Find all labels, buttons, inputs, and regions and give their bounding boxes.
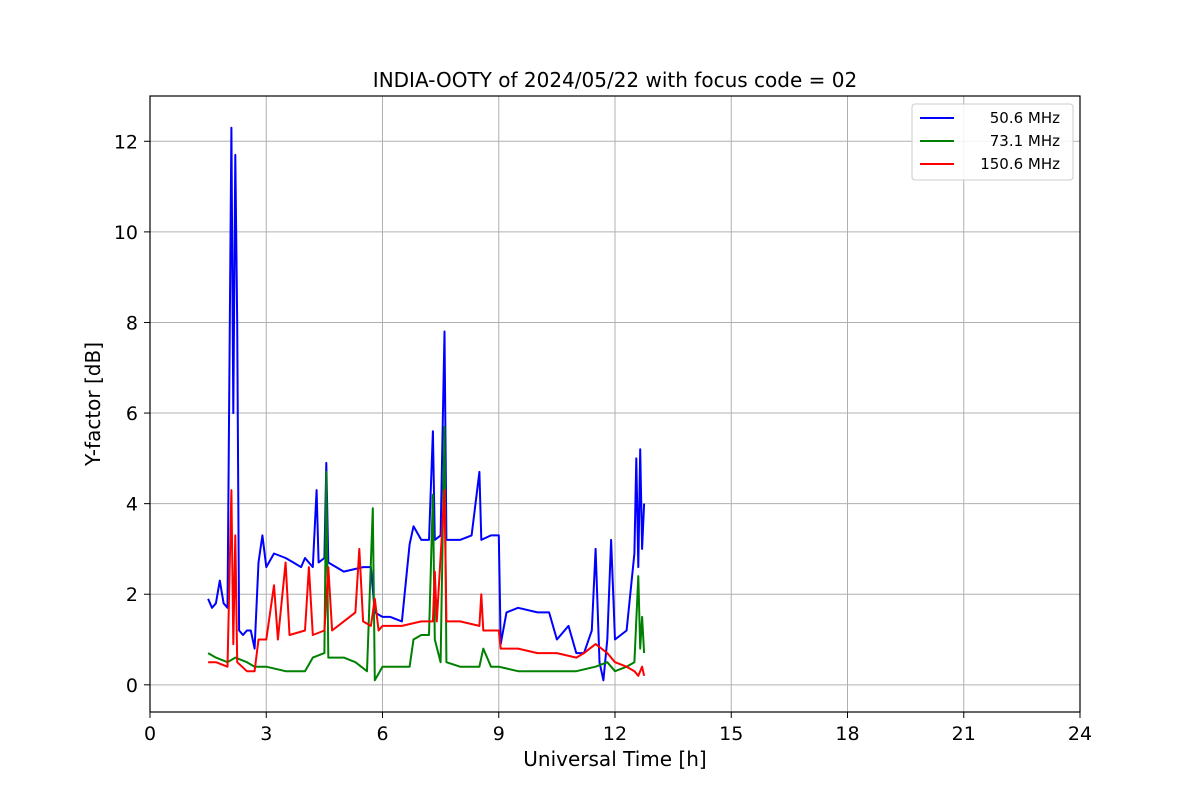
x-tick-label: 21 — [952, 723, 976, 745]
y-tick-label: 0 — [126, 675, 138, 697]
chart-title: INDIA-OOTY of 2024/05/22 with focus code… — [373, 68, 857, 92]
legend-label: 150.6 MHz — [980, 155, 1060, 173]
x-axis-label: Universal Time [h] — [523, 747, 706, 771]
series-layer — [207, 126, 646, 682]
series-line — [207, 126, 646, 682]
x-tick-label: 12 — [603, 723, 627, 745]
x-axis-ticks: 0 3 6 9 12 15 18 21 24 — [144, 712, 1092, 745]
series-line — [207, 425, 646, 682]
y-tick-label: 12 — [114, 131, 138, 153]
legend: 50.6 MHz 73.1 MHz 150.6 MHz — [911, 103, 1074, 181]
y-axis-label: Y-factor [dB] — [81, 342, 105, 467]
x-tick-label: 9 — [493, 723, 505, 745]
y-axis-ticks: 0 2 4 6 8 10 12 — [114, 131, 150, 697]
x-tick-label: 3 — [260, 723, 272, 745]
legend-label: 50.6 MHz — [990, 109, 1060, 127]
y-tick-label: 6 — [126, 403, 138, 425]
y-tick-label: 2 — [126, 584, 138, 606]
series-line — [208, 489, 646, 677]
legend-label: 73.1 MHz — [990, 132, 1060, 150]
x-tick-label: 15 — [719, 723, 743, 745]
x-tick-label: 24 — [1068, 723, 1092, 745]
legend-box — [911, 103, 1074, 181]
x-tick-label: 6 — [376, 723, 388, 745]
y-tick-label: 10 — [114, 222, 138, 244]
x-tick-label: 18 — [835, 723, 859, 745]
y-tick-label: 4 — [126, 494, 138, 516]
y-tick-label: 8 — [126, 312, 138, 334]
x-tick-label: 0 — [144, 723, 156, 745]
